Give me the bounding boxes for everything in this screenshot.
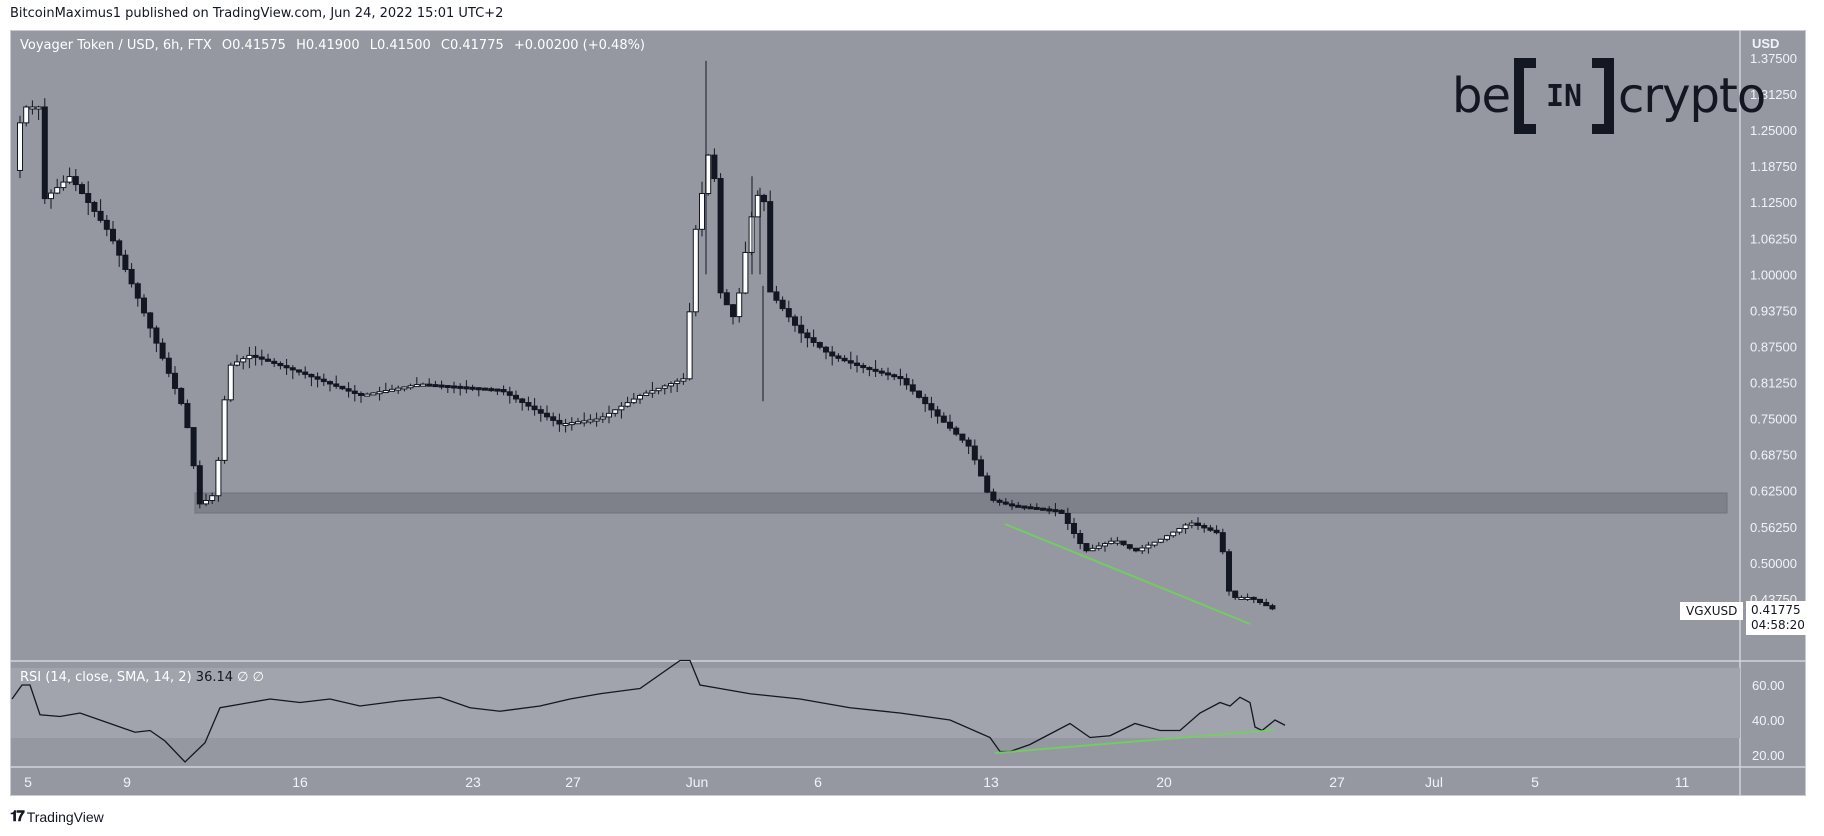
svg-text:6: 6 [814,774,822,790]
svg-text:0.87500: 0.87500 [1750,339,1797,354]
price-axis[interactable]: USD 1.37500 1.31250 1.25000 1.18750 1.12500 1… [1750,36,1797,607]
svg-text:13: 13 [983,774,999,790]
svg-text:0.81250: 0.81250 [1750,376,1797,391]
rsi-axis[interactable]: 60.00 40.00 20.00 [1752,678,1785,763]
svg-text:1.18750: 1.18750 [1750,159,1797,174]
svg-text:5: 5 [1531,774,1539,790]
last-price-label: 0.41775 04:58:20 [1746,601,1810,635]
bar-countdown: 04:58:20 [1751,618,1805,632]
svg-text:1.31250: 1.31250 [1750,87,1797,102]
last-price: 0.41775 [1751,603,1801,617]
rsi-value: 36.14 [195,670,234,685]
svg-text:1.00000: 1.00000 [1750,267,1797,282]
svg-text:USD: USD [1752,36,1779,51]
svg-text:0.75000: 0.75000 [1750,412,1797,427]
svg-text:20.00: 20.00 [1752,748,1785,763]
svg-text:11: 11 [1675,774,1690,790]
support-zone [194,492,1728,514]
rsi-trendline [994,729,1276,754]
logo-crypto: crypto [1618,68,1766,124]
ohlc-change: +0.00200 (+0.48%) [513,38,646,53]
tradingview-logo-icon: 𝟏𝟕 [10,808,25,825]
symbol-price-tag: VGXUSD [1680,602,1744,620]
ohlc-low: L0.41500 [369,38,431,53]
svg-text:1.12500: 1.12500 [1750,195,1797,210]
candlestick-series [17,60,1276,611]
ohlc-close: C0.41775 [440,38,504,53]
ohlc-high: H0.41900 [296,38,360,53]
ohlc-open: O0.41575 [221,38,286,53]
price-trendline [1004,523,1251,625]
time-axis[interactable]: 5 9 16 23 27 Jun 6 13 20 27 Jul 5 11 [24,774,1689,790]
svg-text:0.93750: 0.93750 [1750,303,1797,318]
svg-text:5: 5 [24,774,32,790]
svg-text:16: 16 [292,774,308,790]
symbol-name[interactable]: Voyager Token / USD, 6h, FTX [20,38,212,53]
logo-in: IN [1545,78,1583,114]
logo-be: be [1452,68,1511,124]
rsi-label[interactable]: RSI (14, close, SMA, 14, 2) [20,670,192,685]
svg-text:0.62500: 0.62500 [1750,484,1797,499]
svg-text:23: 23 [465,774,481,790]
svg-text:1.37500: 1.37500 [1750,51,1797,66]
rsi-legend: RSI (14, close, SMA, 14, 2) 36.14 ∅ ∅ [20,670,264,685]
publish-info: BitcoinMaximus1 published on TradingView… [10,6,504,21]
svg-text:1.06250: 1.06250 [1750,231,1797,246]
svg-text:1.25000: 1.25000 [1750,123,1797,138]
svg-text:40.00: 40.00 [1752,713,1785,728]
footer-branding[interactable]: 𝟏𝟕 TradingView [10,808,104,825]
svg-text:0.50000: 0.50000 [1750,556,1797,571]
logo-bracket-icon: IN [1514,58,1614,134]
svg-text:60.00: 60.00 [1752,678,1785,693]
symbol-legend: Voyager Token / USD, 6h, FTX O0.41575 H0… [20,38,651,53]
rsi-band [11,668,1740,738]
svg-text:Jul: Jul [1425,774,1443,790]
svg-text:20: 20 [1156,774,1172,790]
rsi-extra-1: ∅ [237,670,249,685]
svg-text:0.68750: 0.68750 [1750,448,1797,463]
svg-text:9: 9 [123,774,131,790]
rsi-extra-2: ∅ [252,670,264,685]
svg-text:27: 27 [565,774,581,790]
rsi-line [11,659,1286,763]
footer-brand: TradingView [26,808,104,825]
beincrypto-logo: be IN crypto [1452,57,1766,135]
svg-text:0.56250: 0.56250 [1750,520,1797,535]
svg-text:Jun: Jun [686,774,709,790]
svg-text:27: 27 [1329,774,1345,790]
